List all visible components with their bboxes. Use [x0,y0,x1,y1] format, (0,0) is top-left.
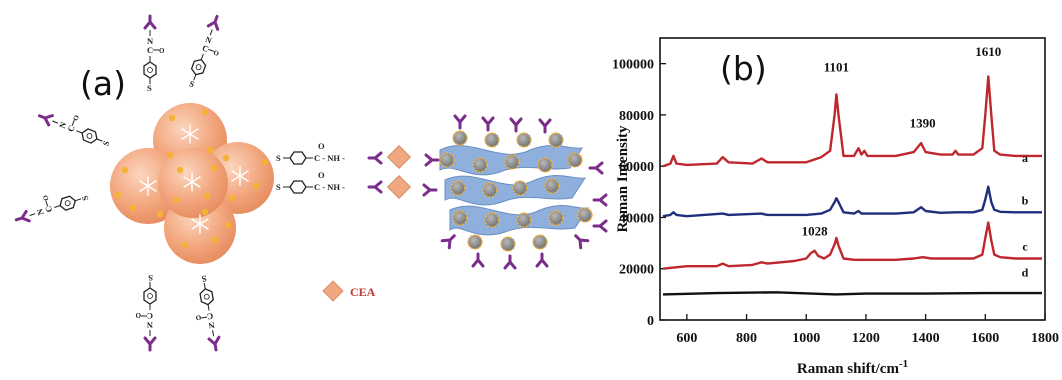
linker-row-upper: S O C - NH - [276,141,412,170]
peak-label: 1390 [910,116,936,131]
peak-label: 1028 [802,223,829,238]
linker-row-lower: S O C - NH - [276,170,412,200]
cea-antigen [386,174,412,200]
x-axis-title: Raman shift/cm-1 [797,358,908,377]
y-tick-label: 80000 [619,109,654,124]
legend-cea-label: CEA [350,285,376,299]
svg-text:O: O [318,141,325,151]
series-line-a [662,75,1042,168]
legend-cea: CEA [322,280,376,302]
linker-arm-bottom-right [188,273,222,352]
x-tick-label: 1600 [971,331,999,346]
series-label-a: a [1022,151,1028,165]
x-tick-label: 1000 [792,331,820,346]
peak-label: 1610 [975,44,1001,59]
antibody-icon [367,151,383,165]
series-line-d [662,291,1042,296]
y-tick-label: 0 [647,314,654,329]
x-tick-label: 800 [736,331,757,346]
series-label-b: b [1022,193,1029,207]
series-label-d: d [1022,265,1029,279]
linker-arm-top-left [144,16,165,93]
series-line-c [662,221,1042,270]
y-tick-label: 60000 [619,160,654,175]
svg-text:C - NH -: C - NH - [314,182,345,192]
x-tick-label: 600 [676,331,697,346]
panel-a-label: (a) [80,64,126,103]
svg-text:S: S [276,182,281,192]
antibody-icon [367,180,383,194]
cea-antigen [386,144,412,170]
linker-arm-left-upper [37,102,116,150]
panel-b-label: (b) [720,49,767,88]
y-axis-title: Raman Intensity [615,125,631,233]
svg-text:C - NH -: C - NH - [314,153,345,163]
raman-chart: 600 800 1000 1200 1400 1600 1800 0 20000 40000 600… [612,37,1059,377]
linker-arm-bottom-left [135,273,156,350]
series-label-c: c [1022,240,1028,254]
bead-grid [439,130,593,252]
nanoparticle-cluster [110,103,274,264]
svg-text:S: S [276,153,281,163]
linker-arm-left-lower [12,182,92,226]
svg-text:O: O [318,170,325,180]
x-tick-label: 1800 [1031,331,1059,346]
peak-label: 1101 [824,59,849,74]
panel-a: (a) [12,14,608,352]
panel-b: (b) 600 800 1000 1200 1400 1600 1800 0 20000 4000… [612,37,1059,377]
y-tick-label: 100000 [612,58,654,73]
x-tick-label: 1400 [912,331,940,346]
y-tick-label: 40000 [619,211,654,226]
x-axis-title-superscript: -1 [899,358,908,370]
x-tick-label: 1200 [852,331,880,346]
plot-frame [659,37,1046,321]
y-tick-label: 20000 [619,263,654,278]
reporter-dots [114,108,269,249]
cea-antigen-icon [322,280,344,302]
linker-arm-top-right [185,14,231,94]
substrate-sheet [422,114,608,270]
series-line-b [662,185,1042,218]
